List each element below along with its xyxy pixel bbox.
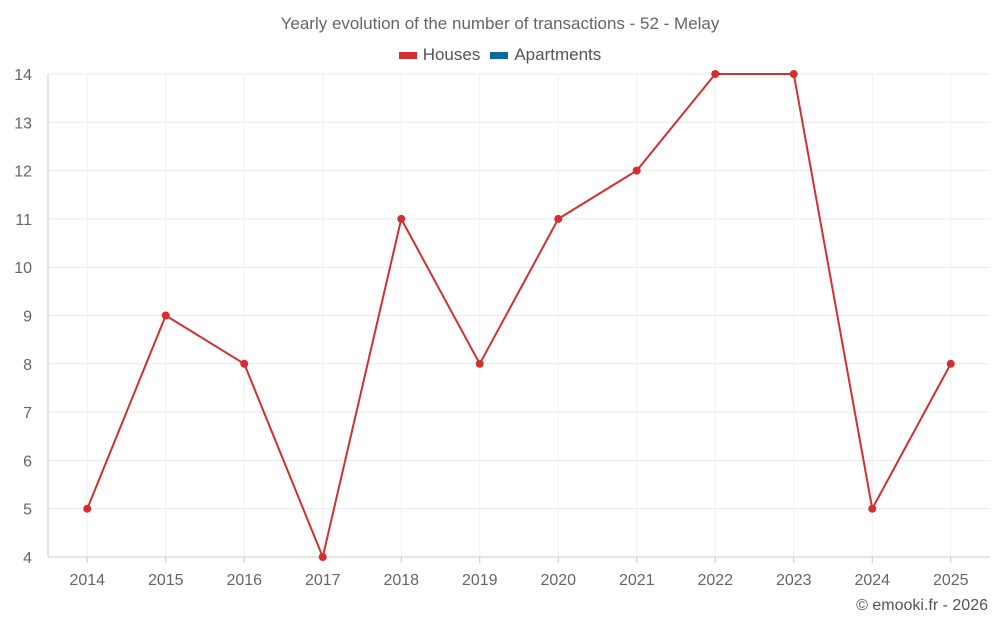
y-tick-label: 13 <box>14 115 32 132</box>
y-tick-label: 12 <box>14 164 32 181</box>
y-tick-label: 4 <box>23 550 32 567</box>
y-tick-label: 11 <box>15 212 32 229</box>
axes <box>47 74 990 563</box>
x-tick-label: 2025 <box>933 572 969 589</box>
x-tick-label: 2015 <box>148 572 184 589</box>
x-tick-label: 2023 <box>776 572 812 589</box>
tick-labels: 4 5 6 7 8 9 10 11 12 13 14 2014 2015 2016 2017 2018 2019… <box>14 67 968 589</box>
legend: Houses Apartments <box>0 45 1000 65</box>
legend-swatch-houses <box>398 51 417 59</box>
data-point-houses[interactable] <box>789 70 798 78</box>
data-point-houses[interactable] <box>318 553 327 561</box>
legend-label-apartments: Apartments <box>514 45 602 64</box>
data-point-houses[interactable] <box>554 214 563 223</box>
x-tick-label: 2018 <box>383 572 419 589</box>
data-point-houses[interactable] <box>475 359 484 368</box>
credit: © emooki.fr - 2026 <box>856 597 988 614</box>
data-point-houses[interactable] <box>868 504 877 513</box>
x-tick-label: 2016 <box>226 572 262 589</box>
data-point-houses[interactable] <box>711 70 720 78</box>
x-tick-label: 2021 <box>619 572 655 589</box>
y-tick-label: 14 <box>14 67 32 84</box>
y-tick-label: 9 <box>23 309 32 326</box>
series-line-houses <box>86 73 952 558</box>
x-tick-label: 2024 <box>854 572 890 589</box>
data-point-houses[interactable] <box>632 166 641 175</box>
legend-item-houses[interactable]: Houses <box>398 45 481 65</box>
grid <box>48 73 990 558</box>
legend-swatch-apartments <box>490 51 509 59</box>
x-tick-label: 2019 <box>462 572 498 589</box>
data-point-houses[interactable] <box>83 504 92 513</box>
x-tick-label: 2022 <box>697 572 733 589</box>
data-point-houses[interactable] <box>240 359 249 368</box>
y-tick-label: 8 <box>23 357 32 374</box>
y-tick-label: 7 <box>23 405 32 422</box>
x-tick-label: 2014 <box>69 572 105 589</box>
x-tick-label: 2017 <box>305 572 341 589</box>
x-tick-label: 2020 <box>540 572 576 589</box>
chart-title: Yearly evolution of the number of transa… <box>280 14 720 33</box>
legend-item-apartments[interactable]: Apartments <box>490 45 601 65</box>
data-point-houses[interactable] <box>397 214 406 223</box>
data-point-houses[interactable] <box>946 359 955 368</box>
series <box>83 70 955 561</box>
y-tick-label: 6 <box>23 453 32 470</box>
legend-label-houses: Houses <box>422 45 481 64</box>
y-tick-label: 5 <box>23 502 32 519</box>
y-tick-label: 10 <box>14 260 32 277</box>
data-point-houses[interactable] <box>161 311 170 320</box>
